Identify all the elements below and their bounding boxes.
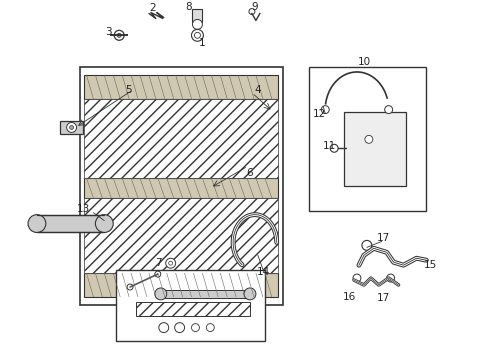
Bar [84,198,278,273]
Text: 11: 11 [322,141,336,151]
Circle shape [365,135,373,143]
Text: 16: 16 [343,292,356,302]
Text: 17: 17 [377,293,391,303]
Circle shape [249,9,255,14]
Circle shape [169,261,172,265]
Text: 9: 9 [251,1,258,12]
Circle shape [387,274,394,282]
Bar [344,112,406,186]
Text: 7: 7 [155,258,162,268]
Bar [84,75,278,99]
Text: 6: 6 [246,168,253,178]
Circle shape [353,274,361,282]
Circle shape [114,30,124,40]
Bar [60,121,83,134]
Circle shape [70,126,74,130]
Circle shape [155,271,161,277]
Text: 4: 4 [255,85,261,95]
Circle shape [127,284,133,290]
Text: 10: 10 [357,57,370,67]
Text: 5: 5 [125,85,131,95]
Bar [309,67,426,211]
Circle shape [67,122,76,132]
Circle shape [192,30,203,41]
Text: 8: 8 [185,1,192,12]
Bar [136,302,250,316]
Text: 14: 14 [257,267,270,277]
Circle shape [385,105,392,114]
Text: 3: 3 [105,27,112,37]
Bar [84,178,278,198]
Text: 17: 17 [377,233,391,243]
Bar [161,290,250,298]
Bar [84,273,278,297]
Circle shape [159,323,169,333]
Text: 1: 1 [199,38,206,48]
Circle shape [192,324,199,332]
Circle shape [330,144,338,152]
Bar [193,9,202,22]
Circle shape [193,19,202,30]
Circle shape [28,215,46,233]
Text: 15: 15 [424,260,437,270]
Circle shape [96,215,113,233]
Text: 13: 13 [77,204,90,214]
Circle shape [244,288,256,300]
Circle shape [362,240,372,250]
Circle shape [206,324,214,332]
Bar [79,67,283,305]
Bar [37,215,104,233]
Circle shape [117,33,121,37]
Circle shape [155,288,167,300]
Bar [84,99,278,178]
Bar [116,270,265,342]
Text: 12: 12 [313,109,326,118]
Circle shape [166,258,175,268]
Text: 2: 2 [149,3,156,13]
Circle shape [195,32,200,38]
Circle shape [321,105,329,114]
Circle shape [174,323,185,333]
